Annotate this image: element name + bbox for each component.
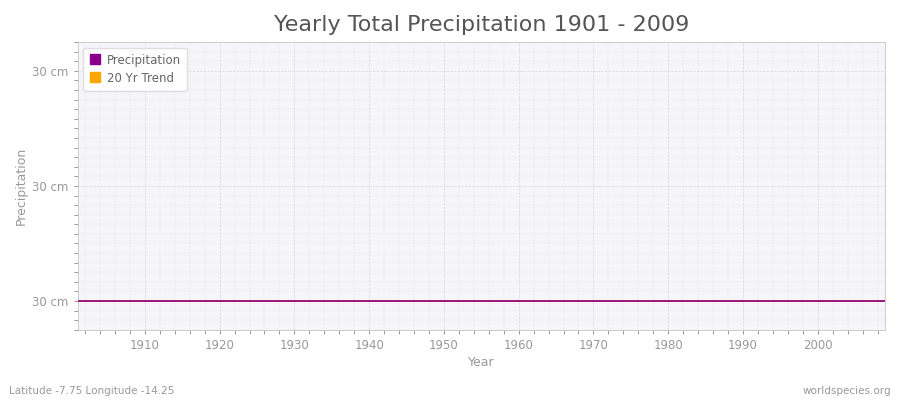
Title: Yearly Total Precipitation 1901 - 2009: Yearly Total Precipitation 1901 - 2009 — [274, 15, 689, 35]
Text: Latitude -7.75 Longitude -14.25: Latitude -7.75 Longitude -14.25 — [9, 386, 175, 396]
Y-axis label: Precipitation: Precipitation — [15, 147, 28, 225]
Legend: Precipitation, 20 Yr Trend: Precipitation, 20 Yr Trend — [84, 48, 187, 90]
X-axis label: Year: Year — [468, 356, 495, 369]
Text: worldspecies.org: worldspecies.org — [803, 386, 891, 396]
